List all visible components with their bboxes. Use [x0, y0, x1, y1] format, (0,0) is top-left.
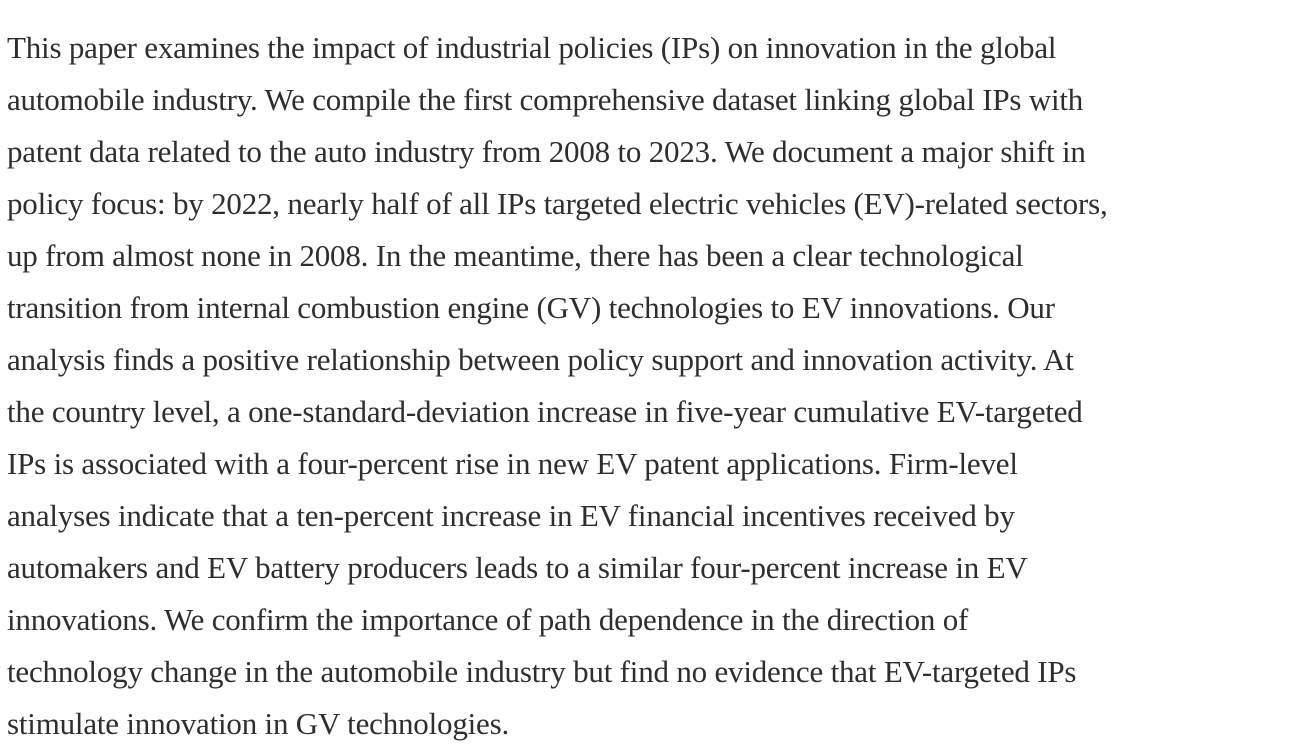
abstract-line: innovations. We confirm the importance o…: [7, 602, 969, 637]
abstract-line: the country level, a one-standard-deviat…: [7, 394, 1083, 429]
abstract-line: This paper examines the impact of indust…: [7, 30, 1057, 65]
abstract-line: up from almost none in 2008. In the mean…: [7, 238, 1024, 273]
abstract-line: technology change in the automobile indu…: [7, 654, 1077, 689]
abstract-line: policy focus: by 2022, nearly half of al…: [7, 186, 1108, 221]
abstract-line: analysis finds a positive relationship b…: [7, 342, 1074, 377]
abstract-line: IPs is associated with a four-percent ri…: [7, 446, 1018, 481]
abstract-line: automobile industry. We compile the firs…: [7, 82, 1084, 117]
abstract-paragraph: This paper examines the impact of indust…: [7, 22, 1306, 750]
abstract-line: analyses indicate that a ten-percent inc…: [7, 498, 1015, 533]
abstract-line: stimulate innovation in GV technologies.: [7, 706, 510, 741]
abstract-line: transition from internal combustion engi…: [7, 290, 1055, 325]
abstract-line: automakers and EV battery producers lead…: [7, 550, 1028, 585]
abstract-line: patent data related to the auto industry…: [7, 134, 1086, 169]
